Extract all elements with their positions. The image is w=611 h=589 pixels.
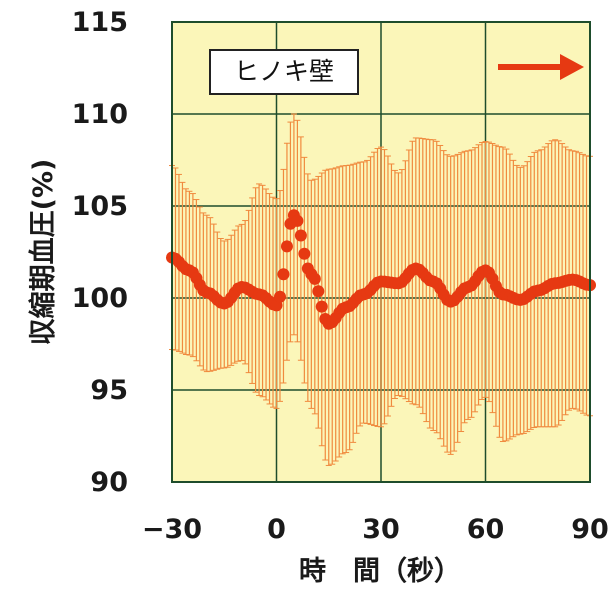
plot-frame [171, 21, 591, 483]
mean-point [291, 214, 304, 227]
x-tick-label: 60 [467, 514, 505, 545]
y-tick-labels: 90 95 100 105 110 115 [72, 7, 128, 498]
annotation-frame [209, 49, 359, 95]
mean-point [277, 268, 290, 281]
mean-point [273, 290, 286, 303]
mean-point [312, 285, 325, 298]
mean-markers [166, 209, 596, 330]
x-axis-label: 時 間（秒） [299, 556, 461, 587]
mean-point [308, 272, 321, 285]
y-tick-label: 95 [90, 375, 128, 406]
y-tick-label: 115 [72, 7, 128, 38]
y-tick-label: 90 [90, 467, 128, 498]
mean-point [298, 247, 311, 260]
arrow-head [560, 54, 584, 80]
annotation-label: ヒノキ壁 [234, 57, 334, 86]
x-tick-labels: −30 0 30 60 90 [142, 514, 609, 545]
mean-point [280, 240, 293, 253]
y-tick-label: 105 [72, 191, 128, 222]
right-arrow-icon [498, 54, 584, 80]
mean-point [315, 300, 328, 313]
x-tick-label: 90 [571, 514, 609, 545]
annotation-box: ヒノキ壁 [209, 49, 359, 95]
y-axis-label: 収縮期血圧(%) [27, 159, 59, 346]
x-tick-label: 0 [267, 514, 286, 545]
mean-point [294, 229, 307, 242]
x-tick-label: 30 [362, 514, 400, 545]
y-tick-label: 100 [72, 283, 128, 314]
x-tick-label: −30 [142, 514, 202, 545]
y-tick-label: 110 [72, 99, 128, 130]
